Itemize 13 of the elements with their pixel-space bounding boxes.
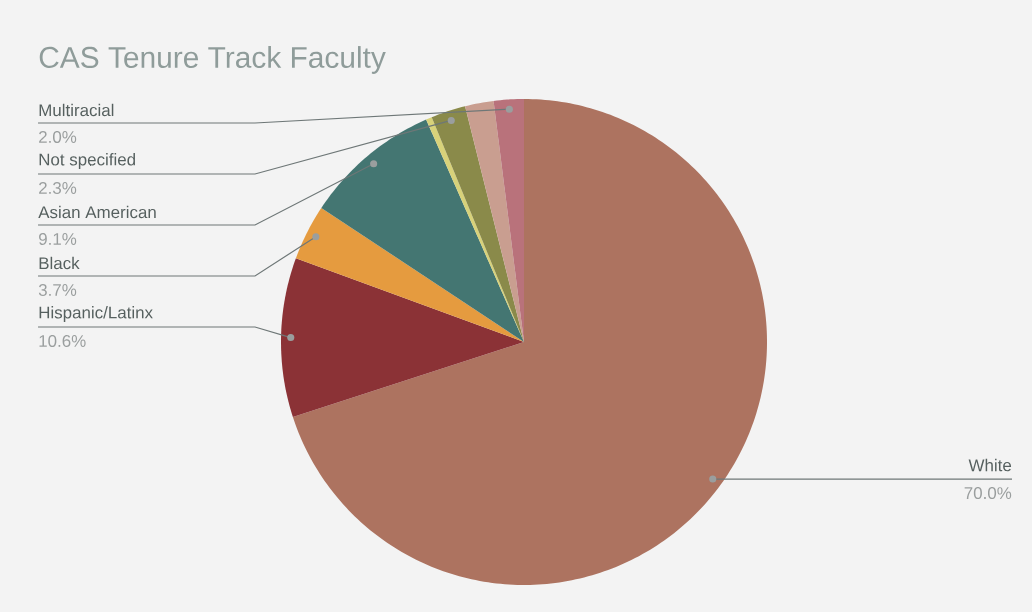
data-label: 2.0%	[39, 130, 77, 143]
data-label: 9.1%	[39, 232, 77, 245]
slice-label: Not specified	[39, 153, 135, 169]
data-label: 2.3%	[39, 181, 77, 194]
slice-label: Asian American	[38, 205, 156, 219]
data-label: 3.7%	[38, 283, 77, 296]
chart-title: CAS Tenure Track Faculty	[39, 46, 386, 74]
slice-label: Hispanic/Latinx	[39, 306, 153, 322]
data-label: 70.0%	[964, 487, 1012, 500]
slice-label: White	[968, 458, 1012, 472]
data-label: 10.6%	[39, 334, 86, 347]
slice-label: Multiracial	[39, 103, 114, 117]
slice-label: Black	[39, 256, 80, 270]
